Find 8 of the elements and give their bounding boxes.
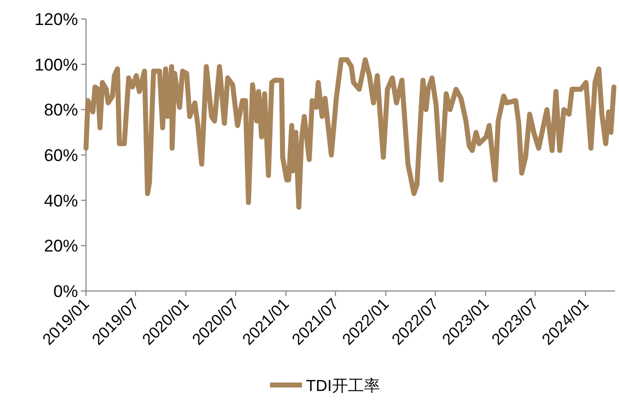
y-tick-label: 0%	[53, 282, 78, 301]
y-tick-label: 100%	[34, 55, 78, 74]
y-tick-label: 120%	[34, 10, 78, 29]
y-tick-label: 20%	[44, 236, 78, 256]
legend-label: TDI开工率	[306, 377, 380, 395]
y-tick-label: 60%	[44, 146, 78, 165]
y-tick-label: 40%	[44, 191, 78, 210]
y-tick-label: 80%	[44, 100, 78, 120]
